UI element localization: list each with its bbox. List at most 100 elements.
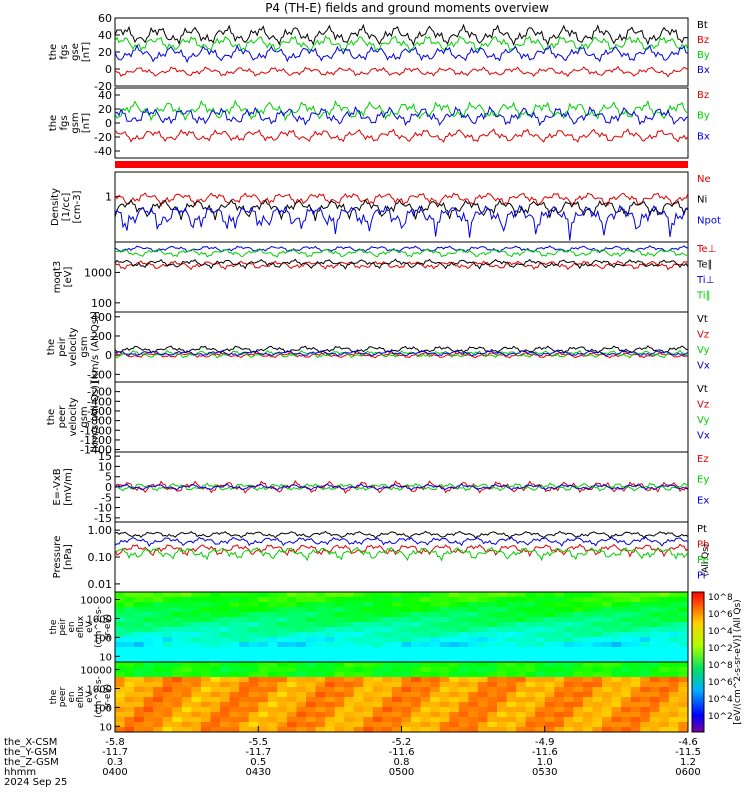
y-tick-label: 40 <box>98 29 112 42</box>
spectrogram-cell <box>334 672 345 678</box>
spectrogram-cell <box>554 717 565 723</box>
spectrogram-cell <box>267 592 278 598</box>
spectrogram-cell <box>372 697 383 703</box>
spectrogram-cell <box>286 602 297 608</box>
spectrogram-cell <box>200 622 211 628</box>
spectrogram-cell <box>239 692 250 698</box>
spectrogram-cell <box>286 672 297 678</box>
spectrogram-cell <box>181 592 192 598</box>
spectrogram-cell <box>516 642 527 648</box>
spectrogram-cell <box>267 672 278 678</box>
spectrogram-cell <box>239 612 250 618</box>
spectrogram-cell <box>267 642 278 648</box>
spectrogram-cell <box>621 662 632 668</box>
spectrogram-cell <box>602 592 613 598</box>
spectrogram-cell <box>611 677 622 683</box>
spectrogram-cell <box>248 652 259 658</box>
spectrogram-cell <box>115 617 126 623</box>
spectrogram-cell <box>391 702 402 708</box>
spectrogram-cell <box>153 627 164 633</box>
spectrogram-cell <box>516 622 527 628</box>
spectrogram-cell <box>124 707 135 713</box>
spectrogram-cell <box>411 667 422 673</box>
spectrogram-cell <box>363 692 374 698</box>
spectrogram-cell <box>162 642 173 648</box>
series-line-Ne <box>114 192 689 208</box>
spectrogram-cell <box>602 602 613 608</box>
spectrogram-cell <box>124 687 135 693</box>
spectrogram-cell <box>411 712 422 718</box>
spectrogram-cell <box>210 597 221 603</box>
spectrogram-cell <box>153 712 164 718</box>
spectrogram-cell <box>277 682 288 688</box>
spectrogram-cell <box>353 632 364 638</box>
spectrogram-cell <box>668 702 679 708</box>
spectrogram-cell <box>468 677 479 683</box>
spectrogram-cell <box>554 722 565 728</box>
y-tick-label: -5 <box>101 491 112 504</box>
spectrogram-cell <box>611 692 622 698</box>
spectrogram-cell <box>516 722 527 728</box>
spectrogram-cell <box>506 697 517 703</box>
panel-ylabel: [cm-3] <box>72 190 83 223</box>
spectrogram-cell <box>172 652 183 658</box>
spectrogram-cell <box>181 687 192 693</box>
spectrogram-cell <box>210 722 221 728</box>
spectrogram-cell <box>477 657 488 663</box>
spectrogram-cell <box>306 652 317 658</box>
spectrogram-cell <box>172 727 183 733</box>
spectrogram-cell <box>382 657 393 663</box>
spectrogram-cell <box>277 607 288 613</box>
spectrogram-cell <box>640 602 651 608</box>
spectrogram-cell <box>525 667 536 673</box>
spectrogram-cell <box>325 657 336 663</box>
spectrogram-cell <box>611 707 622 713</box>
spectrogram-cell <box>611 592 622 598</box>
spectrogram-cell <box>220 697 231 703</box>
spectrogram-cell <box>449 687 460 693</box>
spectrogram-cell <box>344 697 355 703</box>
x-tick-label: 0400 <box>102 767 127 778</box>
spectrogram-cell <box>391 662 402 668</box>
spectrogram-cell <box>649 602 660 608</box>
spectrogram-cell <box>153 717 164 723</box>
spectrogram-cell <box>668 657 679 663</box>
spectrogram-cell <box>659 592 670 598</box>
spectrogram-cell <box>143 657 154 663</box>
spectrogram-cell <box>401 642 412 648</box>
spectrogram-cell <box>535 627 546 633</box>
spectrogram-cell <box>372 722 383 728</box>
spectrogram-cell <box>372 712 383 718</box>
spectrogram-cell <box>391 632 402 638</box>
spectrogram-cell <box>506 632 517 638</box>
spectrogram-cell <box>477 712 488 718</box>
spectrogram-cell <box>621 652 632 658</box>
spectrogram-cell <box>258 697 269 703</box>
spectrogram-cell <box>458 617 469 623</box>
spectrogram-cell <box>535 637 546 643</box>
spectrogram-cell <box>458 712 469 718</box>
spectrogram-cell <box>602 627 613 633</box>
spectrogram-cell <box>115 642 126 648</box>
spectrogram-cell <box>239 622 250 628</box>
spectrogram-cell <box>153 692 164 698</box>
spectrogram-cell <box>573 642 584 648</box>
spectrogram-cell <box>382 652 393 658</box>
spectrogram-cell <box>573 717 584 723</box>
spectrogram-cell <box>630 727 641 733</box>
spectrogram-cell <box>544 682 555 688</box>
spectrogram-cell <box>258 642 269 648</box>
spectrogram-cell <box>582 642 593 648</box>
spectrogram-cell <box>449 692 460 698</box>
spectrogram-cell <box>286 657 297 663</box>
spectrogram-cell <box>191 682 202 688</box>
spectrogram-cell <box>220 642 231 648</box>
spectrogram-cell <box>220 692 231 698</box>
spectrogram-cell <box>649 692 660 698</box>
spectrogram-cell <box>602 687 613 693</box>
spectrogram-cell <box>439 602 450 608</box>
spectrogram-cell <box>477 597 488 603</box>
spectrogram-cell <box>239 682 250 688</box>
spectrogram-cell <box>640 607 651 613</box>
spectrogram-cell <box>678 657 689 663</box>
